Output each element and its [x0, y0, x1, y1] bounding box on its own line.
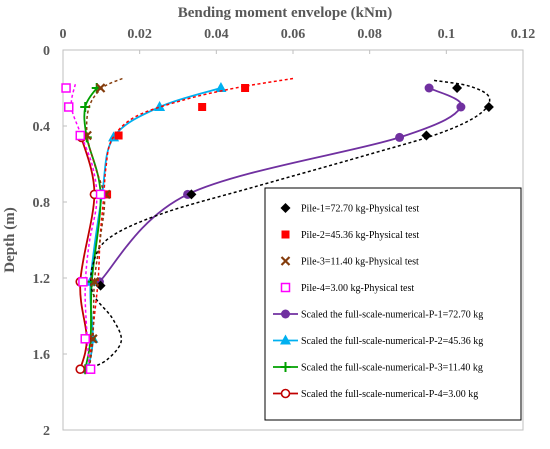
series-4-point [78, 277, 88, 287]
series-5-point [395, 132, 405, 142]
legend-swatch-marker [281, 309, 290, 319]
legend-swatch-marker [280, 256, 291, 266]
series-4-point [75, 130, 85, 141]
legend: Pile-1=72.70 kg-Physical test Pile-2=45.3… [264, 187, 522, 421]
x-tick-label: 0.06 [281, 27, 306, 42]
legend-label: Scaled the full-scale-numerical-P-2=45.3… [301, 336, 483, 347]
y-tick-label: 1.6 [33, 348, 51, 363]
legend-box [264, 187, 522, 421]
series-1-point [483, 102, 494, 112]
x-axis-title: Bending moment envelope (kNm) [178, 5, 393, 21]
legend-label: Pile-3=11.40 kg-Physical test [301, 257, 419, 268]
series-2-point [114, 131, 123, 140]
series-2-point [241, 84, 250, 92]
y-tick-labels: 0 0.4 0.8 1.2 1.6 2 [33, 44, 67, 439]
series-3-point [95, 83, 106, 93]
series-4-point [61, 83, 71, 93]
x-tick-label: 0.08 [357, 27, 382, 42]
y-tick-label: 0 [43, 44, 50, 59]
series-1 [87, 79, 494, 370]
series-6-point [215, 82, 227, 92]
series-4-point [95, 189, 106, 200]
series-1-point [421, 130, 432, 141]
series-4-point [85, 364, 96, 374]
y-tick-label: 1.2 [33, 272, 51, 287]
x-tick-label: 0.12 [511, 27, 536, 42]
legend-label: Pile-2=45.36 kg-Physical test [301, 230, 419, 241]
x-tick-label: 0 [60, 27, 67, 42]
legend-swatch-marker [280, 334, 291, 345]
legend-item-2: Pile-2=45.36 kg-Physical test [281, 230, 419, 241]
series-4-point [80, 334, 90, 344]
legend-item-4: Pile-4=3.00 kg-Physical test [280, 282, 414, 294]
legend-item-3: Pile-3=11.40 kg-Physical test [280, 256, 419, 268]
legend-label: Scaled the full-scale-numerical-P-4=3.00… [301, 389, 478, 400]
legend-label: Scaled the full-scale-numerical-P-1=72.7… [301, 310, 483, 321]
series-8-point [75, 364, 86, 375]
legend-swatch-marker [281, 230, 290, 239]
legend-swatch-marker [280, 362, 291, 372]
y-tick-label: 2 [43, 424, 50, 439]
legend-item-6: Scaled the full-scale-numerical-P-2=45.3… [273, 334, 483, 347]
legend-label: Pile-4=3.00 kg-Physical test [301, 283, 414, 294]
y-axis-title: Depth (m) [2, 207, 18, 272]
series-2-point [198, 103, 207, 111]
legend-label: Scaled the full-scale-numerical-P-3=11.4… [301, 363, 483, 374]
series-3-point [89, 277, 100, 287]
series-1-point [186, 189, 197, 200]
legend-item-5: Scaled the full-scale-numerical-P-1=72.7… [273, 309, 483, 321]
x-tick-label: 0.04 [204, 27, 229, 42]
legend-item-7: Scaled the full-scale-numerical-P-3=11.4… [273, 362, 483, 374]
series-5-point [456, 102, 466, 112]
series-layer [61, 77, 494, 375]
series-4 [61, 83, 106, 374]
legend-label: Pile-1=72.70 kg-Physical test [301, 204, 419, 215]
series-1-point [452, 83, 463, 93]
legend-swatch-marker [280, 388, 291, 399]
legend-swatch-marker [280, 203, 291, 213]
legend-item-8: Scaled the full-scale-numerical-P-4=3.00… [273, 388, 478, 400]
series-3-trend-line [85, 77, 123, 370]
series-4-point [64, 102, 74, 112]
x-tick-labels: 0 0.02 0.04 0.06 0.08 0.1 0.12 [60, 27, 536, 54]
legend-item-1: Pile-1=72.70 kg-Physical test [280, 203, 419, 215]
x-tick-label: 0.1 [438, 27, 456, 42]
series-4-trend-line [70, 84, 98, 366]
series-1-point [95, 280, 106, 291]
series-3-point [88, 334, 98, 344]
series-5-point [424, 83, 434, 93]
x-tick-label: 0.02 [127, 27, 152, 42]
y-tick-label: 0.4 [33, 120, 51, 135]
legend-swatch-marker [280, 282, 291, 293]
y-tick-label: 0.8 [33, 196, 51, 211]
